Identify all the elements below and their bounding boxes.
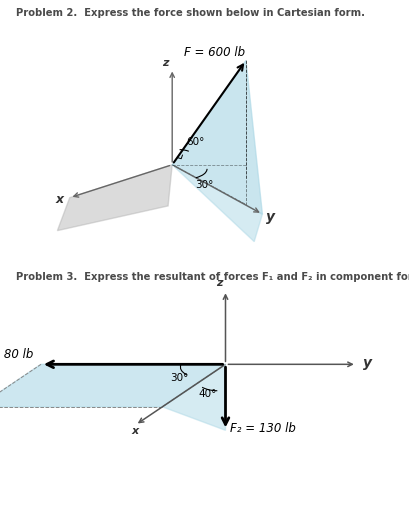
Polygon shape bbox=[57, 165, 172, 231]
Text: y: y bbox=[362, 356, 371, 371]
Text: Problem 2.  Express the force shown below in Cartesian form.: Problem 2. Express the force shown below… bbox=[16, 8, 364, 18]
Text: 60°: 60° bbox=[186, 137, 204, 147]
Text: F₂ = 130 lb: F₂ = 130 lb bbox=[230, 422, 296, 435]
Text: Problem 3.  Express the resultant of forces F₁ and F₂ in component form.: Problem 3. Express the resultant of forc… bbox=[16, 272, 409, 282]
Polygon shape bbox=[162, 364, 225, 430]
Text: 30°: 30° bbox=[194, 180, 213, 190]
Text: F₁ = 80 lb: F₁ = 80 lb bbox=[0, 348, 34, 361]
Text: F = 600 lb: F = 600 lb bbox=[184, 46, 245, 59]
Polygon shape bbox=[172, 60, 262, 214]
Text: x: x bbox=[55, 193, 63, 206]
Text: 30°: 30° bbox=[170, 373, 188, 383]
Text: z: z bbox=[216, 278, 222, 288]
Polygon shape bbox=[172, 165, 262, 242]
Text: 40°: 40° bbox=[198, 389, 217, 399]
Text: x: x bbox=[131, 426, 138, 436]
Text: z: z bbox=[162, 58, 168, 68]
Text: y: y bbox=[266, 210, 275, 224]
Polygon shape bbox=[0, 364, 225, 407]
